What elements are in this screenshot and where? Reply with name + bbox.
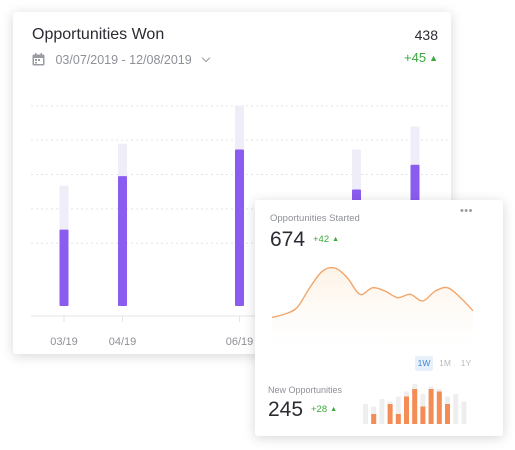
bar	[404, 397, 409, 425]
x-tick-label: 06/19	[226, 336, 254, 348]
opportunities-started-card: Opportunities Started ••• 674 +42 ▲ 1W 1M 1…	[255, 200, 503, 436]
bar	[388, 404, 393, 424]
bar-background	[363, 404, 368, 424]
bar	[60, 230, 69, 306]
x-tick-label: 04/19	[109, 336, 137, 348]
bar-background	[453, 394, 458, 424]
bar	[396, 414, 401, 424]
bar	[420, 407, 425, 425]
bar	[445, 404, 450, 424]
bar	[412, 389, 417, 424]
x-tick-label: 03/19	[50, 336, 78, 348]
bar	[118, 176, 127, 306]
bar-background	[461, 402, 466, 425]
bar	[371, 414, 376, 424]
bar	[429, 389, 434, 424]
bar-background	[379, 399, 384, 424]
bar	[437, 392, 442, 425]
bar	[235, 149, 244, 306]
new-opportunities-bar-chart	[255, 200, 503, 436]
